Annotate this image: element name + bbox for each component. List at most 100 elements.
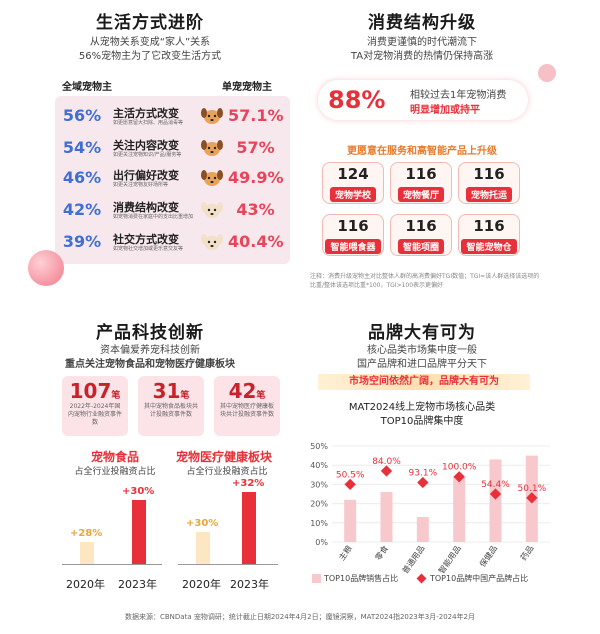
food-year-2020: 2020年 [66,578,105,591]
category-label: 保健品 [477,543,499,568]
medical-2020-value: +30% [186,518,219,529]
food-title: 宠物食品 [90,450,139,464]
brand-sub1: 核心品类市场集中度一般 [367,345,477,356]
pct-88-line1: 相较过去1年宠物消费 [410,90,507,101]
card-desc: 2022年-2024年国内宠物行业融资事件数 [68,403,123,426]
consumption-sub1: 消费更谨慎的时代潮流下 [367,37,477,48]
category-label: 主粮 [336,543,353,562]
tile-value: 116 [473,165,505,183]
tgi-tile: 116 智能项圈 [390,214,452,256]
tile-label: 智能项圈 [397,239,444,254]
y-tick-label: 30% [310,480,328,489]
medical-2023-value: +32% [232,478,265,489]
row-title: 社交方式改变 [113,233,179,246]
row-right-pct: 57% [236,138,275,157]
upgrade-title: 更愿意在服务和高智能产品上升级 [347,146,497,157]
y-tick-label: 50% [310,442,328,451]
category-label: 药品 [518,543,535,562]
tile-value: 116 [405,165,437,183]
card-desc: 其中宠物医疗健康板块共计投融资事件数 [220,403,275,418]
food-2020-value: +28% [70,528,103,539]
bar [380,492,393,542]
brand-chart-title1: MAT2024线上宠物市场核心品类 [348,402,496,413]
food-2023-value: +30% [122,486,155,497]
consumption-note: 注释：消费升级宠物主对比整体人群的高消费偏好TGI数值；TGI=该人群选择该选项… [310,273,540,289]
category-label: 普通用品 [400,543,427,575]
marker [453,471,465,483]
row-right-pct: 40.4% [228,232,284,251]
data-label: 54.4% [481,480,510,490]
tile-value: 116 [473,217,505,235]
row-title: 消费结构改变 [113,201,179,214]
data-label: 50.1% [518,484,547,494]
axis-line-medical [178,564,278,565]
y-tick-label: 10% [310,519,328,528]
row-left-pct: 54% [62,138,102,157]
row-title: 出行偏好改变 [113,169,179,182]
category-label: 智能用品 [436,543,463,575]
lifestyle-sub2: 56%宠物主为了它改变生活方式 [78,51,222,62]
tile-label: 智能宠物仓 [461,239,517,254]
row-note: 如更愿意留大扫除、用品消毒等 [113,120,184,126]
data-label: 50.5% [336,470,365,480]
row-right-pct: 57.1% [228,106,284,125]
marker [344,478,356,491]
pct-88-line2: 明显增加或持平 [410,105,480,116]
tile-label: 宠物托运 [465,187,512,202]
medical-year-2020: 2020年 [182,578,221,591]
cat-face-icon [200,200,224,220]
brand-chart: 0% 10% 20% 30% 40% 50% 50.5% 主粮 84.0% 零食 93.1% 普通用品… [310,442,550,575]
food-year-2023: 2023年 [118,578,157,591]
brand-chart-title2: TOP10品牌集中度 [380,416,464,427]
row-left-pct: 39% [62,232,102,251]
pct-88-pill [318,80,528,120]
investment-card: 31笔 其中宠物食品板块共计投融资事件数 [138,376,204,436]
legend-domestic-label: TOP10品牌中国产品牌占比 [430,574,529,583]
row-note: 如更关注宠物知识/产品/服务等 [113,152,182,158]
legend-sales-swatch [312,574,321,583]
tgi-tile: 124 宠物学校 [322,162,384,204]
marker [380,465,393,477]
marker [417,476,429,489]
card-value: 31笔 [152,379,190,403]
investment-card: 42笔 其中宠物医疗健康板块共计投融资事件数 [214,376,280,436]
left-header: 全域宠物主 [62,82,112,93]
medical-year-2023: 2023年 [230,578,269,591]
brand-banner: 市场空间依然广阔，品牌大有可为 [318,374,530,390]
tech-sub2: 重点关注宠物食品和宠物医疗健康板块 [65,359,235,370]
brand-sub2: 国产品牌和进口品牌平分天下 [357,359,487,370]
tile-label: 宠物学校 [329,187,376,202]
data-label: 100.0% [442,463,477,473]
tile-value: 116 [405,217,437,235]
investment-card: 107笔 2022年-2024年国内宠物行业融资事件数 [62,376,128,436]
dog-face-icon [200,106,224,126]
y-tick-label: 0% [315,538,328,547]
consumption-sub2: TA对宠物消费的热情仍保持高涨 [350,51,494,62]
card-value: 42笔 [228,379,266,403]
row-right-pct: 43% [236,200,275,219]
bar [416,517,429,542]
pct-88-value: 88% [328,86,386,114]
medical-2020-bar [196,532,210,564]
pink-ball-decoration [28,250,64,286]
dog-face-icon [200,168,224,188]
y-tick-label: 20% [310,500,328,509]
tgi-tile: 116 智能宠物仓 [458,214,520,256]
row-title: 主活方式改变 [113,107,179,120]
bar [489,459,502,542]
bar [344,499,357,542]
row-note: 如更关注宠物友好场所等 [113,182,169,188]
tile-label: 宠物餐厅 [397,187,444,202]
tgi-tile: 116 宠物托运 [458,162,520,204]
tile-value: 124 [337,165,369,183]
row-note: 如宠物消费在家庭中的支出比重增加 [113,214,194,220]
right-header: 单宠宠物主 [222,82,272,93]
lifestyle-title: 生活方式进阶 [96,13,204,33]
consumption-title: 消费结构升级 [368,13,476,33]
lifestyle-panel [55,96,290,264]
row-right-pct: 49.9% [228,168,284,187]
paw-decoration [538,64,556,82]
tgi-tile: 116 宠物餐厅 [390,162,452,204]
row-left-pct: 42% [62,200,102,219]
row-left-pct: 46% [62,168,102,187]
